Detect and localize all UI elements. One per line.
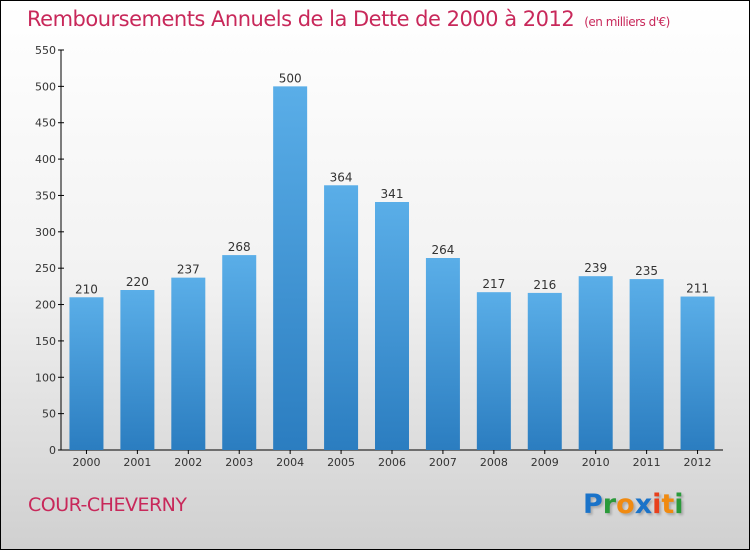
x-tick-label-2006: 2006 bbox=[378, 456, 406, 469]
bar-2011 bbox=[629, 279, 664, 450]
bar-2007 bbox=[425, 258, 460, 450]
y-tick-label: 350 bbox=[35, 189, 56, 202]
x-tick-label-2011: 2011 bbox=[633, 456, 661, 469]
y-tick-label: 300 bbox=[35, 226, 56, 239]
y-tick-label: 500 bbox=[35, 80, 56, 93]
y-tick-label: 250 bbox=[35, 262, 56, 275]
y-tick-label: 150 bbox=[35, 335, 56, 348]
logo-letter: o bbox=[616, 489, 635, 520]
logo-letter: x bbox=[634, 489, 653, 520]
unit-label: (en milliers d'€) bbox=[584, 15, 670, 29]
logo-letter: i bbox=[674, 489, 684, 520]
bar-2010 bbox=[578, 276, 613, 450]
logo-letter: i bbox=[652, 489, 662, 520]
value-label-2000: 210 bbox=[75, 282, 98, 296]
bar-2008 bbox=[476, 292, 511, 450]
value-label-2005: 364 bbox=[330, 170, 353, 184]
value-label-2001: 220 bbox=[126, 275, 149, 289]
value-label-2002: 237 bbox=[177, 263, 200, 277]
value-label-2007: 264 bbox=[431, 243, 454, 257]
bar-2000 bbox=[69, 297, 104, 450]
value-label-2008: 217 bbox=[482, 277, 505, 291]
x-tick-label-2010: 2010 bbox=[582, 456, 610, 469]
x-tick-label-2012: 2012 bbox=[684, 456, 712, 469]
value-label-2004: 500 bbox=[279, 71, 302, 85]
value-label-2006: 341 bbox=[381, 187, 404, 201]
value-label-2011: 235 bbox=[635, 264, 658, 278]
y-tick-label: 400 bbox=[35, 153, 56, 166]
logo-letter: t bbox=[661, 489, 675, 520]
x-tick-label-2009: 2009 bbox=[531, 456, 559, 469]
commune-name: COUR-CHEVERNY bbox=[28, 494, 187, 516]
bar-2001 bbox=[120, 290, 155, 450]
bar-2002 bbox=[171, 277, 206, 450]
x-tick-label-2008: 2008 bbox=[480, 456, 508, 469]
x-tick-label-2004: 2004 bbox=[276, 456, 304, 469]
value-label-2012: 211 bbox=[686, 282, 709, 296]
y-tick-label: 100 bbox=[35, 371, 56, 384]
x-tick-label-2003: 2003 bbox=[225, 456, 253, 469]
y-tick-label: 550 bbox=[35, 44, 56, 57]
bar-2004 bbox=[273, 86, 308, 450]
logo-letter: P bbox=[583, 489, 603, 520]
bar-2005 bbox=[324, 185, 359, 451]
value-label-2010: 239 bbox=[584, 261, 607, 275]
x-tick-label-2001: 2001 bbox=[123, 456, 151, 469]
bar-2012 bbox=[680, 296, 715, 450]
y-tick-label: 450 bbox=[35, 117, 56, 130]
y-tick-label: 0 bbox=[49, 444, 56, 457]
y-tick-label: 200 bbox=[35, 299, 56, 312]
title-text: Remboursements Annuels de la Dette de 20… bbox=[27, 7, 575, 31]
proxiti-logo: Proxiti bbox=[583, 489, 684, 520]
x-tick-label-2002: 2002 bbox=[174, 456, 202, 469]
bar-2006 bbox=[375, 202, 409, 450]
y-tick-label: 50 bbox=[42, 408, 56, 421]
logo-letter: r bbox=[602, 489, 617, 520]
value-label-2009: 216 bbox=[533, 278, 556, 292]
x-tick-label-2007: 2007 bbox=[429, 456, 457, 469]
chart-title: Remboursements Annuels de la Dette de 20… bbox=[27, 7, 670, 31]
x-tick-label-2005: 2005 bbox=[327, 456, 355, 469]
value-label-2003: 268 bbox=[228, 240, 251, 254]
bar-2003 bbox=[222, 255, 257, 450]
bar-2009 bbox=[527, 292, 562, 450]
x-tick-label-2000: 2000 bbox=[72, 456, 100, 469]
